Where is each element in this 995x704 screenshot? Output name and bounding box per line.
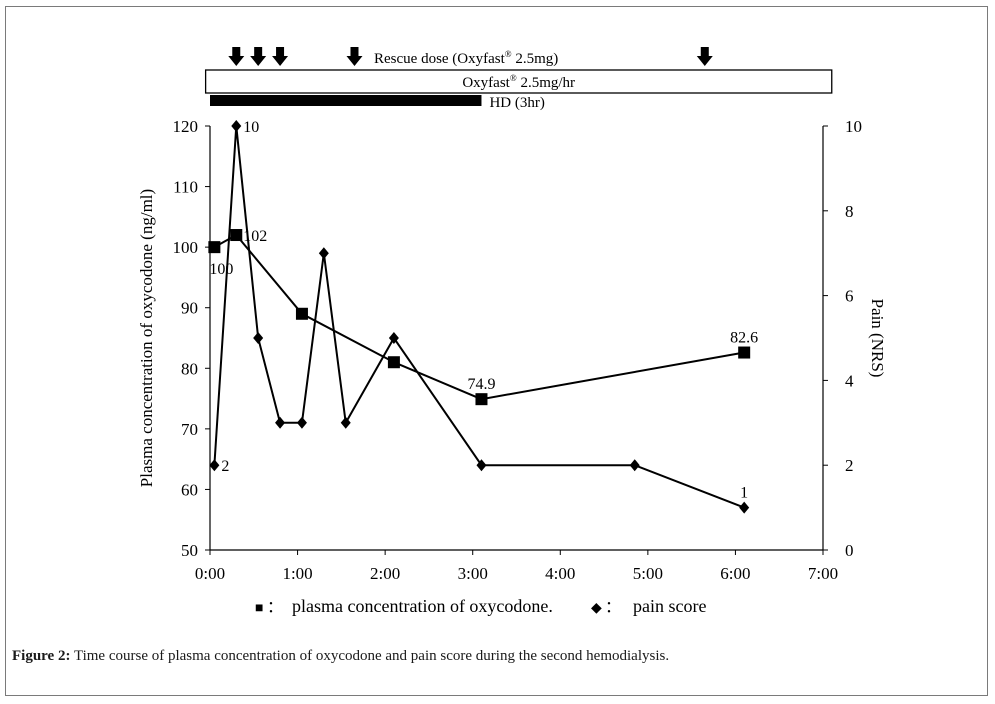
caption-text: Time course of plasma concentration of o… [73,648,670,664]
legend-diamond-marker: ◆ [591,601,602,616]
rescue-dose-label: Rescue dose (Oxyfast® 2.5mg) [374,49,558,67]
plasma-concentration-line [213,233,745,401]
left-y-tick-label: 110 [173,178,198,197]
rescue-dose-label-sup: ® [505,49,512,59]
caption-label: Figure 2: [12,648,71,664]
hd-label: HD (3hr) [489,95,544,111]
right-y-tick-label: 10 [845,117,862,136]
pain-score-point [231,120,242,132]
rescue-dose-arrow [346,47,363,66]
left-y-tick-label: 50 [181,541,198,560]
x-tick-label: 1:00 [282,564,312,583]
data-label: 2 [221,458,229,475]
x-tick-label: 2:00 [370,564,400,583]
right-y-tick-label: 8 [845,202,854,221]
legend-square-separator: ： [267,599,283,616]
plasma-concentration-point [475,393,488,406]
x-tick-label: 4:00 [545,564,575,583]
legend-square-marker: ■ [255,601,263,616]
right-y-tick-label: 2 [845,456,854,475]
left-y-tick-label: 120 [173,117,199,136]
data-label: 1 [740,485,748,502]
data-label: 102 [243,228,267,245]
x-tick-label: 6:00 [720,564,750,583]
x-tick-label: 7:00 [808,564,838,583]
pain-score-point [739,501,750,514]
pain-score-point [296,416,307,429]
pain-score-point [476,459,487,472]
legend-pain-text: pain score [633,596,706,616]
x-tick-label: 0:00 [195,564,225,583]
infusion-label: Oxyfast® 2.5mg/hr [462,73,575,91]
x-tick-label: 5:00 [633,564,663,583]
pain-score-point [629,459,640,472]
pain-score-point [318,247,329,260]
legend-diamond-separator: ： [605,599,621,616]
figure-frame [5,6,988,696]
series-layer [208,120,751,514]
right-y-tick-label: 6 [845,287,854,306]
pain-score-point [275,416,286,429]
plasma-concentration-point [295,307,308,320]
annotations-layer: Rescue dose (Oxyfast® 2.5mg) Oxyfast® 2.5… [204,47,833,111]
infusion-label-sup: ® [510,73,517,83]
data-label: 100 [209,261,233,278]
legend: ■： plasma concentration of oxycodone. ◆： pa… [255,596,706,616]
infusion-label-end: 2.5mg/hr [517,75,575,91]
pain-score-point [253,332,264,344]
data-labels-layer: 100 102 74.9 82.6 2 10 1 [209,119,758,502]
oxycodone-pain-chart: Rescue dose (Oxyfast® 2.5mg) Oxyfast® 2.5… [137,47,887,616]
rescue-dose-label-end: 2.5mg) [512,51,559,67]
infusion-bar [204,69,833,94]
rescue-dose-arrow [272,47,289,66]
x-tick-label: 3:00 [458,564,488,583]
data-label: 82.6 [730,330,758,347]
left-y-tick-label: 60 [181,480,198,499]
right-y-axis-title: Pain (NRS) [868,299,887,378]
rescue-dose-arrow [250,47,267,66]
plasma-concentration-point [387,356,400,369]
plasma-concentration-point [738,346,751,359]
rescue-dose-arrow [228,47,245,66]
hd-bar [210,95,482,106]
data-label: 10 [243,119,259,136]
figure-caption: Figure 2: Time course of plasma concentr… [12,648,669,665]
left-y-tick-label: 90 [181,299,198,318]
pain-score-line [213,125,745,509]
rescue-dose-arrow [696,47,713,66]
right-y-tick-label: 4 [845,371,854,390]
pain-score-point [209,459,220,472]
left-y-tick-label: 100 [173,238,199,257]
left-y-tick-label: 70 [181,420,198,439]
left-y-axis-title: Plasma concentration of oxycodone (ng/ml… [137,189,156,487]
right-y-tick-label: 0 [845,541,854,560]
plasma-concentration-point [230,229,243,242]
data-label: 74.9 [467,376,495,393]
pain-score-point [388,332,399,344]
legend-plasma-text: plasma concentration of oxycodone. [292,596,553,616]
pain-score-point [340,416,351,429]
plasma-concentration-point [208,241,221,254]
left-y-tick-label: 80 [181,359,198,378]
